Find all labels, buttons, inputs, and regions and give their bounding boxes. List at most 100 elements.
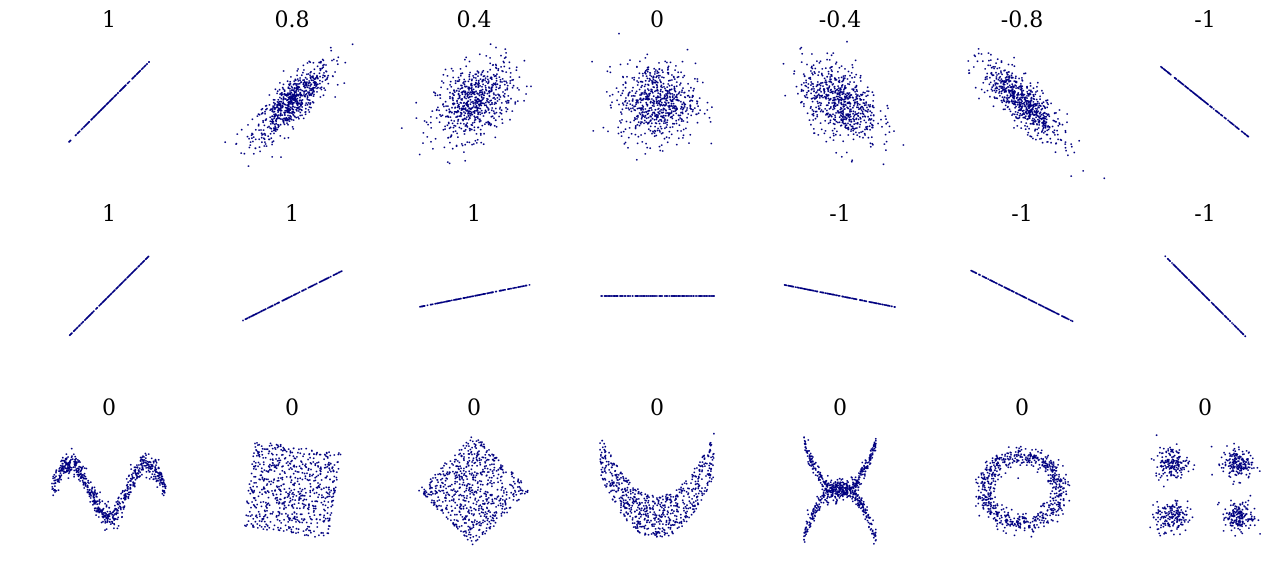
data-point	[306, 78, 308, 80]
data-point	[442, 103, 445, 105]
data-point	[1032, 101, 1035, 103]
data-point	[829, 89, 832, 91]
data-point	[636, 142, 639, 145]
data-point	[831, 92, 834, 95]
data-point	[800, 90, 803, 92]
data-point	[815, 106, 817, 109]
data-point	[647, 68, 650, 71]
data-point	[843, 95, 846, 98]
data-point	[468, 113, 471, 115]
data-point	[281, 91, 283, 94]
data-point	[666, 112, 669, 114]
data-point	[1185, 86, 1188, 88]
data-point	[852, 116, 855, 118]
data-point	[643, 93, 646, 95]
data-point	[268, 94, 271, 96]
data-point	[651, 79, 653, 82]
data-point	[274, 88, 277, 91]
data-point	[1034, 128, 1037, 131]
data-point	[634, 133, 637, 136]
data-point	[1029, 135, 1032, 138]
data-point	[313, 81, 316, 84]
data-point	[673, 89, 676, 92]
data-point	[709, 121, 712, 123]
data-point	[641, 141, 644, 143]
data-point	[435, 108, 438, 111]
data-point	[467, 110, 470, 113]
data-point	[819, 84, 822, 87]
data-point	[652, 86, 655, 88]
data-point	[290, 89, 293, 92]
data-point	[475, 116, 478, 118]
scatter-plot	[224, 43, 354, 167]
data-point	[490, 291, 492, 294]
data-point	[854, 111, 857, 113]
data-point	[664, 114, 667, 117]
data-point	[1018, 97, 1021, 99]
data-point	[634, 125, 637, 127]
data-point	[246, 317, 249, 320]
data-point	[307, 73, 310, 75]
data-point	[671, 79, 673, 81]
data-point	[687, 113, 690, 115]
data-point	[268, 125, 270, 128]
data-point	[1042, 92, 1044, 95]
data-point	[840, 97, 843, 99]
data-point	[498, 115, 500, 118]
data-point	[696, 100, 698, 103]
data-point	[318, 72, 321, 75]
data-point	[681, 108, 684, 111]
data-point	[294, 82, 296, 85]
data-point	[525, 85, 528, 88]
data-point	[468, 60, 471, 63]
data-point	[829, 91, 832, 94]
data-point	[852, 117, 854, 120]
data-point	[474, 99, 476, 101]
data-point	[427, 123, 429, 126]
data-point	[98, 304, 101, 307]
data-point	[656, 88, 659, 91]
data-point	[473, 91, 476, 93]
data-point	[453, 110, 456, 113]
data-point	[1030, 90, 1032, 93]
data-point	[977, 48, 980, 50]
data-point	[252, 140, 254, 143]
data-point	[478, 103, 481, 106]
data-point	[481, 88, 484, 91]
data-point	[829, 121, 832, 124]
data-point	[292, 113, 294, 116]
data-point	[303, 92, 305, 94]
data-point	[859, 74, 862, 77]
data-point	[1013, 103, 1016, 106]
data-point	[498, 108, 501, 110]
data-point	[465, 97, 467, 100]
data-point	[122, 280, 125, 283]
data-point	[658, 68, 661, 71]
data-point	[459, 68, 462, 70]
data-point	[91, 311, 94, 314]
data-point	[837, 85, 839, 87]
data-point	[477, 117, 479, 120]
data-point	[280, 94, 283, 97]
data-point	[291, 111, 294, 114]
data-point	[650, 295, 652, 297]
data-point	[1026, 90, 1029, 93]
data-point	[885, 304, 888, 307]
data-point	[1218, 112, 1221, 115]
data-point	[1164, 255, 1167, 258]
data-point	[852, 133, 855, 136]
data-point	[454, 125, 457, 127]
data-point	[677, 92, 680, 95]
data-point	[281, 86, 284, 89]
data-point	[1045, 307, 1048, 309]
data-point	[813, 94, 816, 97]
data-point	[69, 333, 72, 336]
data-point	[112, 291, 114, 293]
data-point	[865, 126, 868, 128]
data-point	[688, 142, 690, 144]
data-point	[479, 134, 482, 136]
data-point	[838, 66, 841, 69]
data-point	[430, 140, 432, 143]
data-point	[834, 116, 837, 119]
data-point	[854, 98, 857, 101]
